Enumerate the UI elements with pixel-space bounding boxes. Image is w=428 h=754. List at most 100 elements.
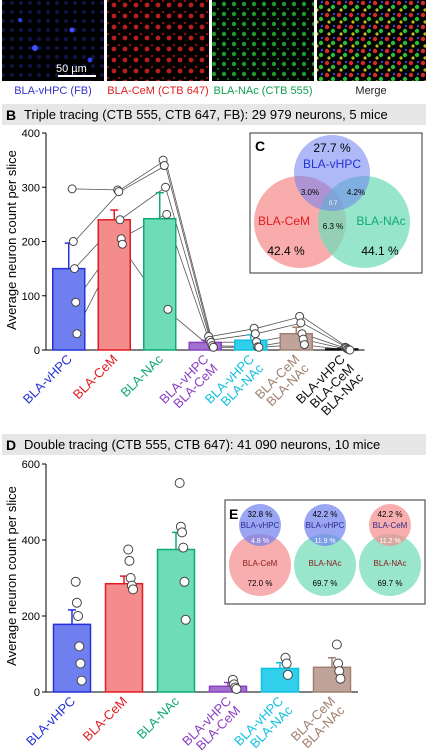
x-tick-label-line: BLA-vHPC: [20, 352, 75, 407]
venn-e-top-circle: [369, 504, 411, 546]
data-point: [335, 673, 346, 684]
data-point: [75, 658, 86, 669]
x-tick-label-line: BLA-CeM: [70, 352, 120, 402]
x-tick-label: BLA-vHPC: [20, 352, 75, 407]
venn-c: C 27.7 % BLA-vHPC BLA-CeM 42.4 % BLA-NAc…: [249, 132, 423, 274]
x-tick-label: BLA-CeM: [70, 352, 120, 402]
venn-c-nac-pct: 44.1 %: [361, 244, 399, 258]
data-point: [163, 304, 173, 314]
panel-d-ylabel: Average neuron count per slice: [4, 486, 19, 666]
venn-e-top-pct: 42.2 %: [313, 510, 338, 519]
data-point: [250, 329, 260, 339]
channel-label-merge: Merge: [355, 85, 386, 97]
y-tick-label: 0: [34, 345, 40, 357]
venn-c-cem-label: BLA-CeM: [258, 214, 310, 228]
data-point: [345, 345, 355, 355]
venn-e-top-circle: [304, 504, 346, 546]
venn-e-top-label: BLA-CeM: [373, 521, 408, 530]
data-point: [117, 239, 127, 249]
data-point: [180, 614, 191, 625]
channel-label-vhpc: BLA-vHPC (FB): [14, 85, 92, 97]
venn-e-letter: E: [229, 506, 238, 522]
panel-d: D Double tracing (CTB 555, CTB 647): 41 …: [2, 434, 426, 754]
venn-e-overlap-pct: 4.8 %: [251, 538, 269, 545]
venn-e-bottom-label: BLA-CeM: [243, 559, 278, 568]
data-point: [159, 161, 169, 171]
y-tick-label: 400: [22, 128, 40, 140]
data-point: [331, 639, 342, 650]
venn-e-top-circle: [239, 504, 281, 546]
venn-e-bottom-circle: [359, 534, 421, 596]
venn-c-cem-pct: 42.4 %: [267, 244, 305, 258]
data-point: [178, 542, 189, 553]
data-point: [71, 597, 82, 608]
venn-e-bottom-label: BLA-NAc: [309, 559, 342, 568]
venn-e-top-pct: 32.8 %: [248, 510, 273, 519]
x-tick-label: BLA-NAc: [134, 693, 183, 742]
bar: [52, 267, 86, 351]
venn-e-bottom-circle: [229, 534, 291, 596]
data-point: [72, 329, 82, 339]
channel-label-cem: BLA-CeM (CTB 647): [107, 85, 208, 97]
channel-label-nac: BLA-NAc (CTB 555): [213, 85, 312, 97]
x-tick-label-line: BLA-CeM: [80, 694, 130, 744]
data-point: [76, 675, 87, 686]
venn-c-nac-label: BLA-NAc: [356, 214, 405, 228]
panel-b-title-bar: [2, 104, 426, 125]
data-point: [208, 342, 218, 352]
data-point: [124, 555, 135, 566]
micrograph-cem: [107, 0, 209, 81]
panel-d-title-bar: [2, 434, 426, 455]
data-point: [231, 683, 242, 694]
venn-c-triple-pct: 0.7: [329, 201, 338, 207]
data-point: [114, 187, 124, 197]
x-tick-label-line: BLA-NAc: [134, 693, 183, 742]
y-tick-label: 200: [22, 237, 40, 249]
data-point: [70, 576, 81, 587]
data-point: [162, 209, 172, 219]
data-point: [174, 478, 185, 488]
venn-e-top-label: BLA-vHPC: [306, 521, 345, 530]
micrograph-nac: [212, 0, 314, 81]
venn-e-bottom-label: BLA-NAc: [374, 559, 407, 568]
venn-e-groups: 32.8 % BLA-vHPC 4.8 % BLA-CeM 72.0 % 42.2 % BL…: [229, 504, 421, 596]
data-point: [161, 182, 171, 192]
venn-e-bottom-pct: 69.7 %: [313, 579, 338, 588]
x-tick-label-line: BLA-vHPC: [23, 694, 78, 749]
panel-b-ylabel: Average neuron count per slice: [4, 150, 19, 330]
bar: [143, 217, 177, 351]
data-point: [68, 237, 78, 246]
y-tick-label: 400: [22, 535, 40, 547]
x-tick-label: BLA-CeMBLA-NAc: [288, 693, 348, 753]
venn-c-vhpc-label: BLA-vHPC: [303, 157, 361, 171]
data-point: [128, 584, 139, 595]
panel-d-letter: D: [6, 437, 16, 453]
x-tick-label: BLA-CeM: [80, 694, 130, 744]
micrograph-merge: [317, 0, 426, 81]
panel-d-title: Double tracing (CTB 555, CTB 647): 41 09…: [24, 437, 380, 452]
venn-c-vhpc-pct: 27.7 %: [313, 141, 351, 155]
bar: [208, 685, 248, 693]
x-tick-label: BLA-vHPCBLA-NAc: [202, 351, 267, 416]
bar: [104, 582, 144, 693]
venn-c-circle-vhpc: [294, 135, 370, 211]
scale-bar-label: 50 µm: [56, 63, 87, 75]
data-point: [254, 342, 264, 352]
y-tick-label: 600: [22, 459, 40, 471]
data-point: [71, 297, 81, 307]
data-point: [67, 184, 77, 194]
venn-e-top-pct: 42.2 %: [378, 510, 403, 519]
panel-b-title: Triple tracing (CTB 555, CTB 647, FB): 2…: [24, 107, 388, 122]
panel-b-letter: B: [6, 107, 16, 123]
bar: [260, 667, 300, 693]
x-tick-label: BLA-vHPCBLA-CeMBLA-NAc: [293, 351, 367, 425]
y-tick-label: 100: [22, 291, 40, 303]
y-tick-label: 200: [22, 611, 40, 623]
panel-a: A 50 µm BLA-vHPC (FB) BLA-CeM (CTB 647) …: [2, 0, 426, 97]
venn-e-bottom-pct: 69.7 %: [378, 579, 403, 588]
x-tick-label: BLA-vHPCBLA-NAc: [231, 693, 296, 754]
data-point: [281, 658, 292, 669]
data-point: [73, 611, 84, 621]
venn-e-top-label: BLA-vHPC: [241, 521, 280, 530]
